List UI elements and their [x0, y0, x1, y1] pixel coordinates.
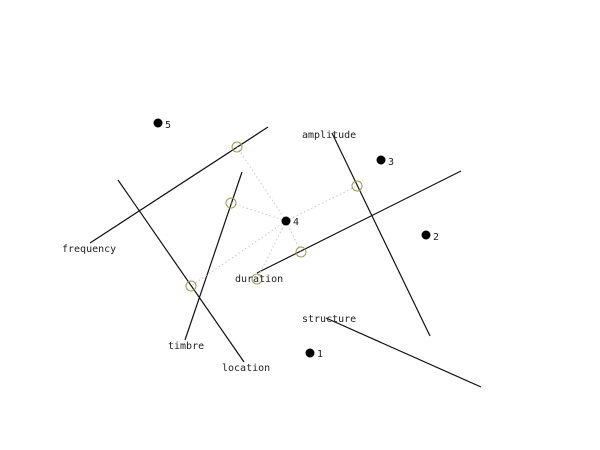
- axis-line-amplitude: [331, 132, 431, 337]
- point-labels: 1 2 3 4 5: [165, 120, 439, 360]
- axis-lines: [89, 126, 482, 388]
- axis-label-location: location: [222, 363, 270, 374]
- projection-markers: [185, 141, 363, 292]
- data-point-1: [305, 348, 315, 358]
- projection-line-duration: [285, 220, 302, 253]
- axis-line-location: [117, 179, 245, 363]
- projection-lines: [190, 146, 358, 287]
- point-label-5: 5: [165, 120, 171, 131]
- projection-marker-amplitude: [351, 180, 363, 192]
- axis-line-duration: [256, 170, 462, 274]
- axis-line-timbre: [184, 171, 243, 341]
- point-label-1: 1: [317, 349, 323, 360]
- projection-marker-duration: [295, 246, 307, 258]
- axis-line-frequency: [89, 126, 269, 244]
- data-point-2: [421, 230, 431, 240]
- axis-line-structure: [325, 317, 482, 388]
- axis-label-frequency: frequency: [62, 244, 116, 255]
- data-point-3: [376, 155, 386, 165]
- projection-line-structure: [256, 220, 287, 280]
- point-label-2: 2: [433, 232, 439, 243]
- projection-marker-location: [185, 280, 197, 292]
- axis-label-structure: structure: [302, 314, 356, 325]
- data-points: [153, 118, 431, 358]
- projection-marker-structure: [251, 273, 263, 285]
- projection-marker-timbre: [225, 197, 237, 209]
- axis-label-duration: duration: [235, 274, 283, 285]
- axis-label-amplitude: amplitude: [302, 130, 356, 141]
- point-label-3: 3: [388, 157, 394, 168]
- projection-line-amplitude: [285, 185, 358, 222]
- data-point-5: [153, 118, 163, 128]
- axis-label-timbre: timbre: [168, 341, 204, 352]
- point-label-4: 4: [293, 217, 299, 228]
- projection-marker-frequency: [231, 141, 243, 153]
- data-point-4: [281, 216, 291, 226]
- projection-line-frequency: [236, 146, 287, 222]
- axis-labels: frequency amplitude duration timbre loca…: [62, 130, 356, 374]
- projection-line-timbre: [230, 202, 287, 222]
